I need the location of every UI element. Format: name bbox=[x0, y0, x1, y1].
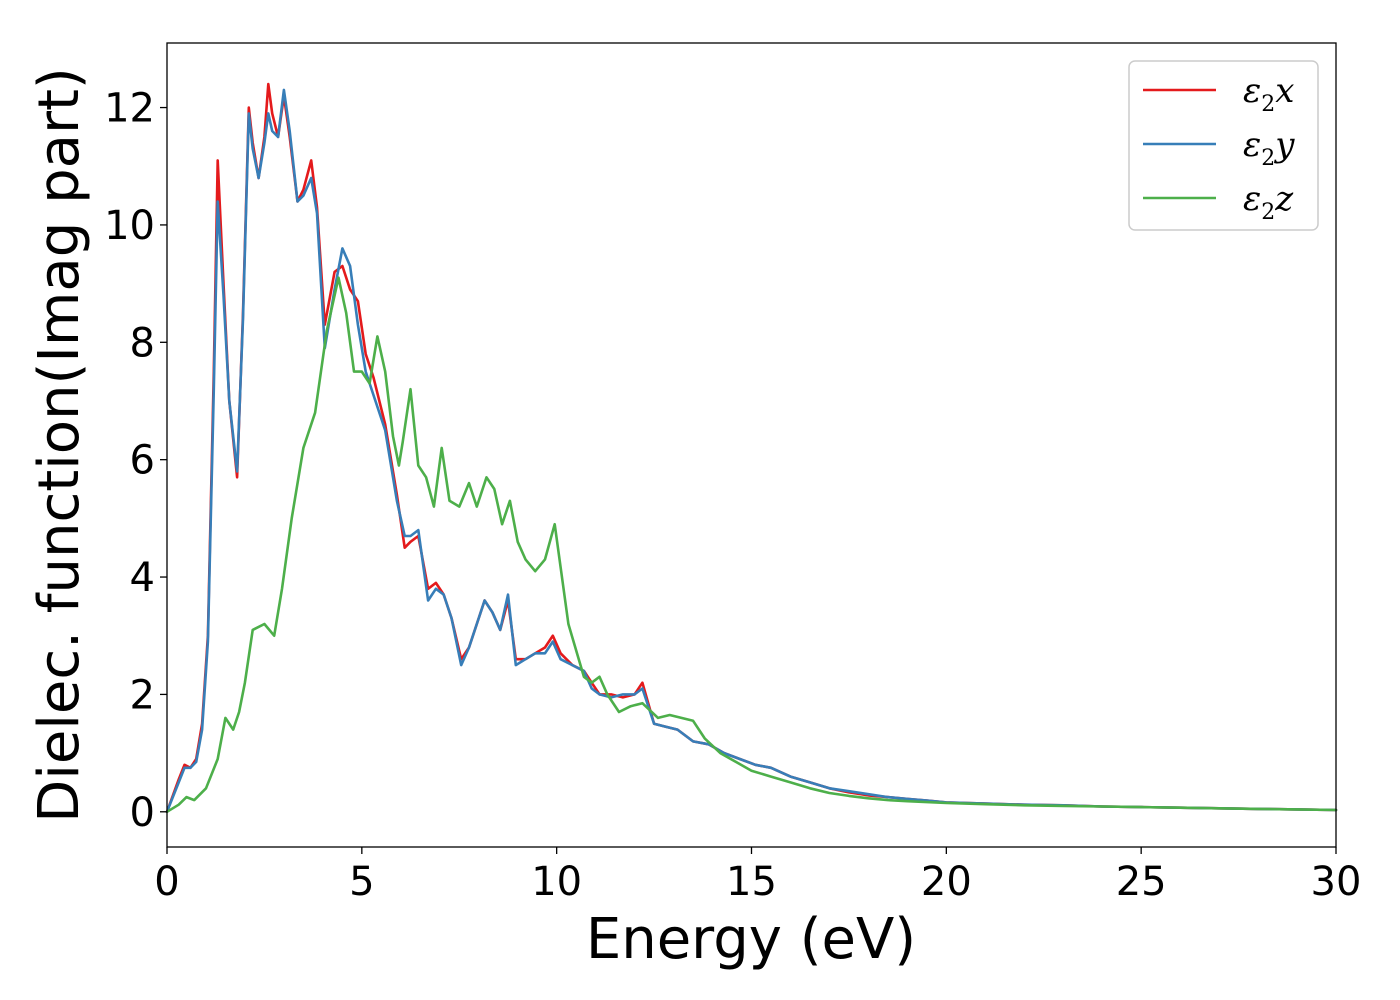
plot-lines bbox=[165, 82, 1338, 814]
y-tick-label: 10 bbox=[104, 203, 155, 249]
y-tick-label: 12 bbox=[104, 86, 155, 132]
legend-label-z: ε2z bbox=[1243, 179, 1294, 225]
x-axis-ticks: 0 5 10 15 20 25 30 bbox=[154, 847, 1361, 905]
y-tick-label: 2 bbox=[130, 672, 155, 718]
legend-label-y: ε2y bbox=[1243, 125, 1295, 171]
y-tick-label: 0 bbox=[130, 790, 155, 836]
x-tick-label: 5 bbox=[349, 859, 374, 905]
legend-box bbox=[1128, 60, 1319, 231]
legend: ε2x ε2y ε2z bbox=[1128, 60, 1319, 231]
y-axis-label: Dielec. function(Imag part) bbox=[27, 67, 92, 823]
legend-label-x: ε2x bbox=[1243, 71, 1294, 117]
x-tick-label: 25 bbox=[1116, 859, 1167, 905]
y-tick-label: 4 bbox=[130, 555, 155, 601]
x-tick-label: 0 bbox=[154, 859, 179, 905]
x-axis-label: Energy (eV) bbox=[586, 907, 916, 972]
x-tick-label: 15 bbox=[726, 859, 777, 905]
y-tick-label: 6 bbox=[130, 438, 155, 484]
x-tick-label: 30 bbox=[1311, 859, 1362, 905]
y-tick-label: 8 bbox=[130, 320, 155, 366]
series-line-z bbox=[165, 276, 1338, 814]
x-tick-label: 20 bbox=[921, 859, 972, 905]
series-line-y bbox=[165, 88, 1338, 814]
x-tick-label: 10 bbox=[531, 859, 582, 905]
y-axis-ticks: 0 2 4 6 8 10 12 bbox=[104, 86, 167, 836]
